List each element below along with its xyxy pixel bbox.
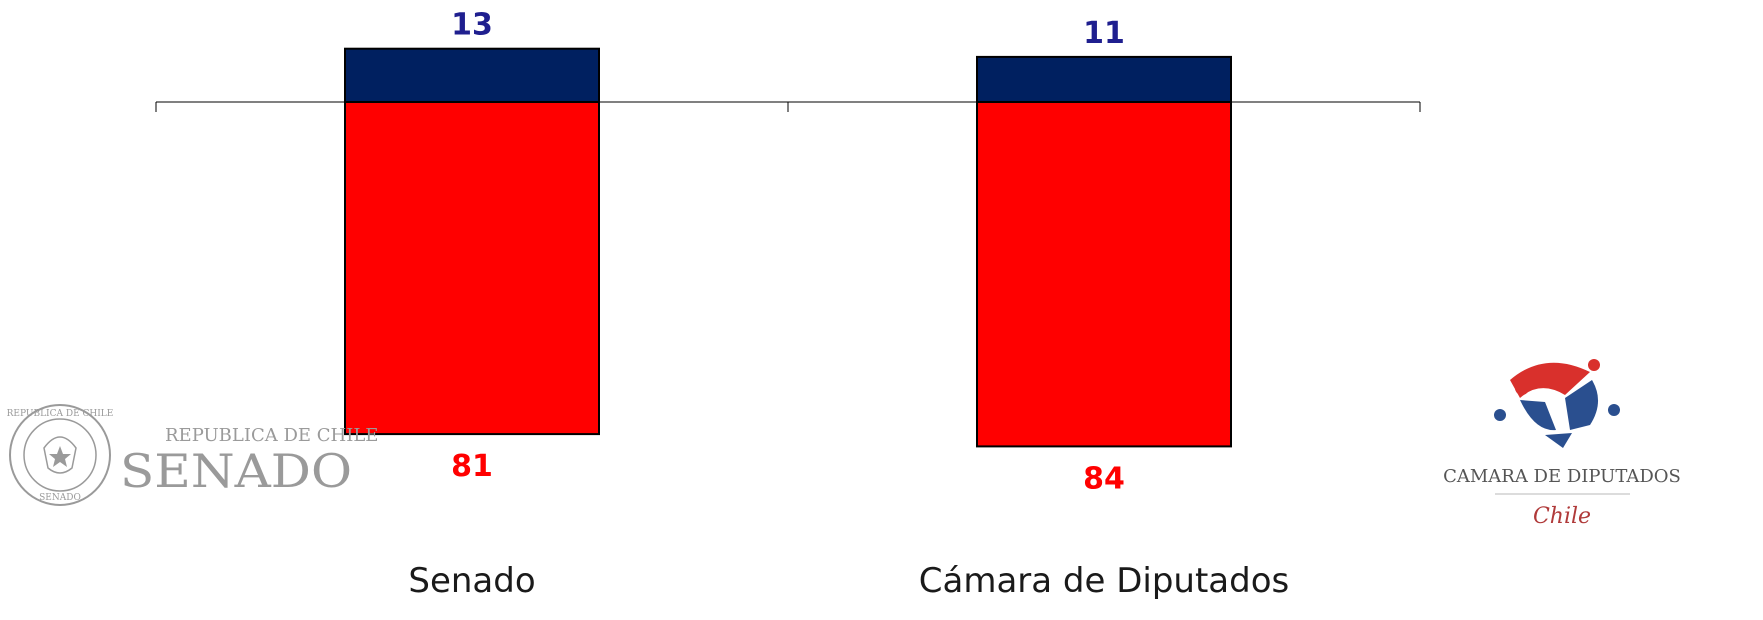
bars-layer <box>344 47 1232 448</box>
camara-star-icon <box>1494 359 1620 448</box>
seal-text-bottom: SENADO <box>39 493 81 503</box>
senado-logo-line1: REPUBLICA DE CHILE <box>165 425 378 446</box>
data-label-negative-1: 84 <box>1083 461 1125 496</box>
senado-seal-icon: REPUBLICA DE CHILE SENADO <box>7 404 114 506</box>
camara-logo-line2: Chile <box>1533 504 1591 529</box>
senado-logo: REPUBLICA DE CHILE SENADO REPUBLICA DE C… <box>7 404 378 506</box>
data-label-negative-0: 81 <box>451 449 493 484</box>
bar-negative-1 <box>976 101 1232 448</box>
data-label-positive-1: 11 <box>1083 16 1125 51</box>
category-label-0: Senado <box>408 561 535 601</box>
camara-logo-line1: CAMARA DE DIPUTADOS <box>1443 466 1681 487</box>
bar-negative-0 <box>344 101 600 436</box>
data-label-positive-0: 13 <box>451 8 493 43</box>
labels-layer: 13 81 Senado 11 84 Cámara de Diputados <box>408 8 1289 601</box>
bar-positive-1 <box>976 55 1232 103</box>
bar-positive-0 <box>344 47 600 103</box>
category-label-1: Cámara de Diputados <box>919 561 1289 601</box>
seal-text-top: REPUBLICA DE CHILE <box>7 409 114 419</box>
senado-logo-line2: SENADO <box>120 444 352 498</box>
camara-logo: CAMARA DE DIPUTADOS Chile <box>1443 359 1681 529</box>
